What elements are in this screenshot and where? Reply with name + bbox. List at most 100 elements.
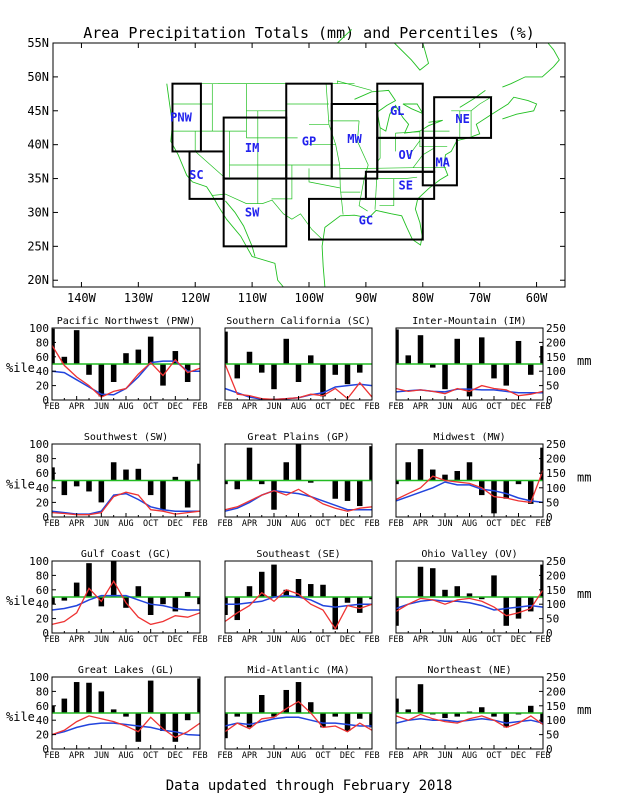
- mm-tick-label: 250: [546, 555, 566, 568]
- mm-tick-label: 150: [546, 467, 566, 480]
- x-tick-label: DEC: [340, 402, 355, 412]
- x-tick-label: DEC: [168, 635, 183, 645]
- state-line-37: [451, 96, 493, 112]
- percentile-bar: [503, 364, 510, 386]
- percentile-bar: [184, 480, 191, 508]
- percentile-bar: [332, 713, 339, 717]
- pct-tick-label: 0: [42, 627, 49, 640]
- lon-tick-label: 80W: [412, 291, 434, 305]
- x-tick-label: JUN: [94, 519, 109, 529]
- percentile-bar: [234, 364, 241, 379]
- pct-tick-label: 60: [36, 467, 49, 480]
- x-tick-label: FEB: [44, 402, 59, 412]
- percentile-bar: [356, 364, 363, 373]
- x-tick-label: APR: [413, 635, 429, 645]
- percentile-bar: [135, 713, 142, 742]
- percentile-bar: [515, 480, 522, 485]
- pct-tick-label: 0: [42, 511, 49, 524]
- percentile-bar: [172, 597, 179, 612]
- panel-midwest-mw: Midwest (MW)FEB APR JUN AUG OCT DEC FEB0501001…: [388, 432, 591, 529]
- percentile-bar: [466, 462, 473, 481]
- lat-tick-label: 45N: [27, 104, 49, 118]
- mm-tick-label: 150: [546, 700, 566, 713]
- percentile-bar: [258, 695, 265, 713]
- percentile-bar: [73, 582, 80, 597]
- x-tick-label: OCT: [143, 402, 158, 412]
- normal-precip-line: [224, 716, 372, 727]
- mm-tick-label: 0: [546, 394, 553, 407]
- x-tick-label: APR: [69, 519, 85, 529]
- percentile-bar: [110, 561, 117, 597]
- percentile-bar: [320, 713, 326, 728]
- x-tick-label: JUN: [266, 751, 281, 761]
- x-tick-label: FEB: [535, 402, 550, 412]
- percentile-bar: [61, 480, 68, 496]
- percentile-bar: [344, 713, 351, 731]
- percentile-bar: [417, 566, 424, 597]
- x-tick-label: FEB: [388, 635, 403, 645]
- lat-tick-label: 40N: [27, 138, 49, 152]
- state-line-22: [374, 178, 378, 210]
- percentile-bar: [147, 680, 154, 713]
- percentile-bar: [320, 584, 326, 597]
- percentile-bar: [515, 340, 522, 364]
- percentile-bar: [147, 336, 154, 364]
- mm-tick-label: 150: [546, 584, 566, 597]
- percentile-bar: [478, 597, 485, 600]
- panel-title: Pacific Northwest (PNW): [57, 316, 195, 327]
- percentile-bar: [369, 713, 372, 728]
- percentile-bar: [320, 364, 326, 397]
- x-tick-label: FEB: [192, 519, 207, 529]
- percentile-bar: [61, 698, 68, 713]
- x-tick-label: FEB: [364, 751, 379, 761]
- panel-northeast-ne: Northeast (NE)FEB APR JUN AUG OCT DEC FEB05010…: [388, 665, 591, 761]
- x-tick-label: FEB: [44, 519, 59, 529]
- mm-tick-label: 200: [546, 569, 566, 582]
- region-label-gc: GC: [359, 214, 373, 228]
- mm-tick-label: 100: [546, 598, 566, 611]
- percentile-bar: [86, 563, 92, 597]
- percentile-bar: [98, 691, 105, 713]
- normal-precip-line: [51, 594, 200, 611]
- mm-tick-label: 0: [546, 511, 553, 524]
- percentile-bar: [246, 447, 253, 481]
- x-tick-label: OCT: [143, 635, 158, 645]
- state-line-36: [178, 80, 372, 91]
- panel-title: Southern California (SC): [226, 316, 371, 327]
- percentile-bar: [369, 446, 372, 481]
- northern-coast-0: [393, 42, 430, 71]
- lat-tick-label: 35N: [27, 172, 49, 186]
- percentile-bar: [396, 480, 399, 485]
- coastline-6: [402, 103, 424, 115]
- x-tick-label: FEB: [192, 402, 207, 412]
- percentile-bar: [160, 480, 166, 510]
- percentile-bar: [271, 713, 277, 717]
- percentile-bar: [110, 709, 117, 713]
- percentile-bar: [246, 713, 253, 728]
- region-label-gl: GL: [390, 104, 404, 118]
- x-tick-label: OCT: [315, 751, 330, 761]
- x-tick-label: APR: [242, 519, 258, 529]
- pct-tick-label: 40: [36, 598, 49, 611]
- state-line-17: [308, 168, 341, 189]
- percentile-bar: [429, 364, 436, 368]
- percentile-bar: [503, 480, 510, 499]
- percentile-bar: [491, 575, 497, 597]
- pct-tick-label: 60: [36, 700, 49, 713]
- percentile-bar: [123, 469, 129, 481]
- x-tick-label: AUG: [118, 751, 133, 761]
- percentile-bar: [332, 364, 339, 375]
- normal-precip-line: [224, 489, 372, 512]
- panel-great-lakes-gl: Great Lakes (GL)FEB APR JUN AUG OCT DEC FEB020…: [6, 665, 208, 761]
- percentile-bar: [61, 356, 68, 364]
- state-line-28: [395, 131, 420, 134]
- mm-tick-label: 50: [546, 380, 559, 393]
- percentile-bar: [86, 364, 92, 375]
- x-tick-label: APR: [69, 402, 85, 412]
- panel-ohio-valley-ov: Ohio Valley (OV)FEB APR JUN AUG OCT DEC FEB050…: [388, 549, 591, 645]
- panel-title: Mid-Atlantic (MA): [247, 665, 349, 676]
- x-tick-label: AUG: [118, 519, 133, 529]
- x-tick-label: AUG: [291, 402, 306, 412]
- percentile-bar: [52, 467, 55, 481]
